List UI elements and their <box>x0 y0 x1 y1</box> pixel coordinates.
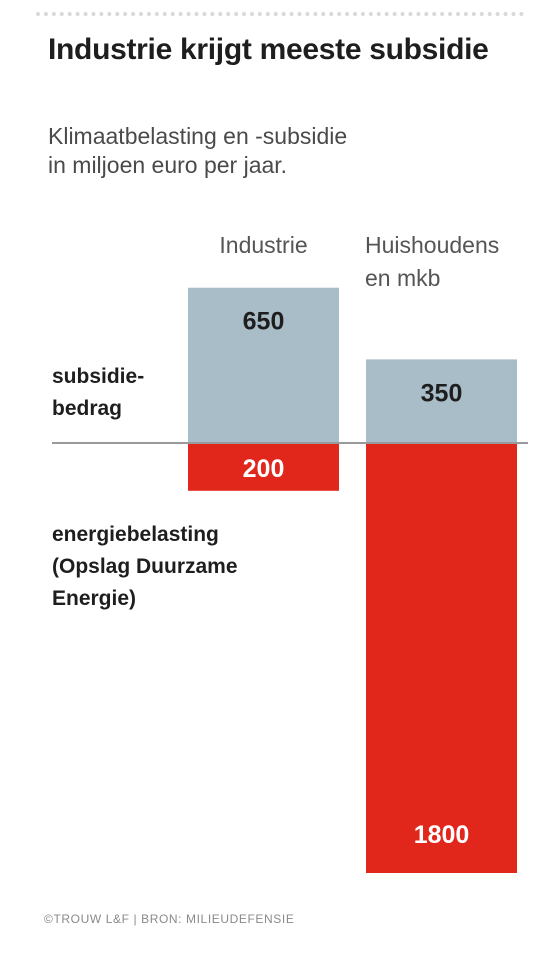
category-label-1: Huishoudens en mkb <box>365 232 499 291</box>
subtitle-line-2: in miljoen euro per jaar. <box>48 152 288 178</box>
category-label-0: Industrie <box>219 232 307 258</box>
chart-subtitle: Klimaatbelasting en -subsidie in miljoen… <box>48 122 518 180</box>
value-label-tax-1: 1800 <box>414 821 470 849</box>
value-label-subsidy-0: 650 <box>243 308 285 336</box>
chart-title: Industrie krijgt meeste subsidie <box>48 33 489 66</box>
top-divider <box>36 12 524 16</box>
source-credit: ©TROUW L&F | BRON: MILIEUDEFENSIE <box>44 912 295 926</box>
bar-subsidy-0 <box>188 287 339 443</box>
value-label-tax-0: 200 <box>243 455 285 483</box>
value-label-subsidy-1: 350 <box>421 379 463 407</box>
series-label-tax: energiebelasting (Opslag Duurzame Energie) <box>52 523 238 610</box>
bar-tax-0 <box>188 443 339 491</box>
bar-subsidy-1 <box>366 359 517 443</box>
bar-tax-1 <box>366 443 517 873</box>
subtitle-line-1: Klimaatbelasting en -subsidie <box>48 123 348 149</box>
series-label-subsidy: subsidie-bedrag <box>52 365 144 420</box>
